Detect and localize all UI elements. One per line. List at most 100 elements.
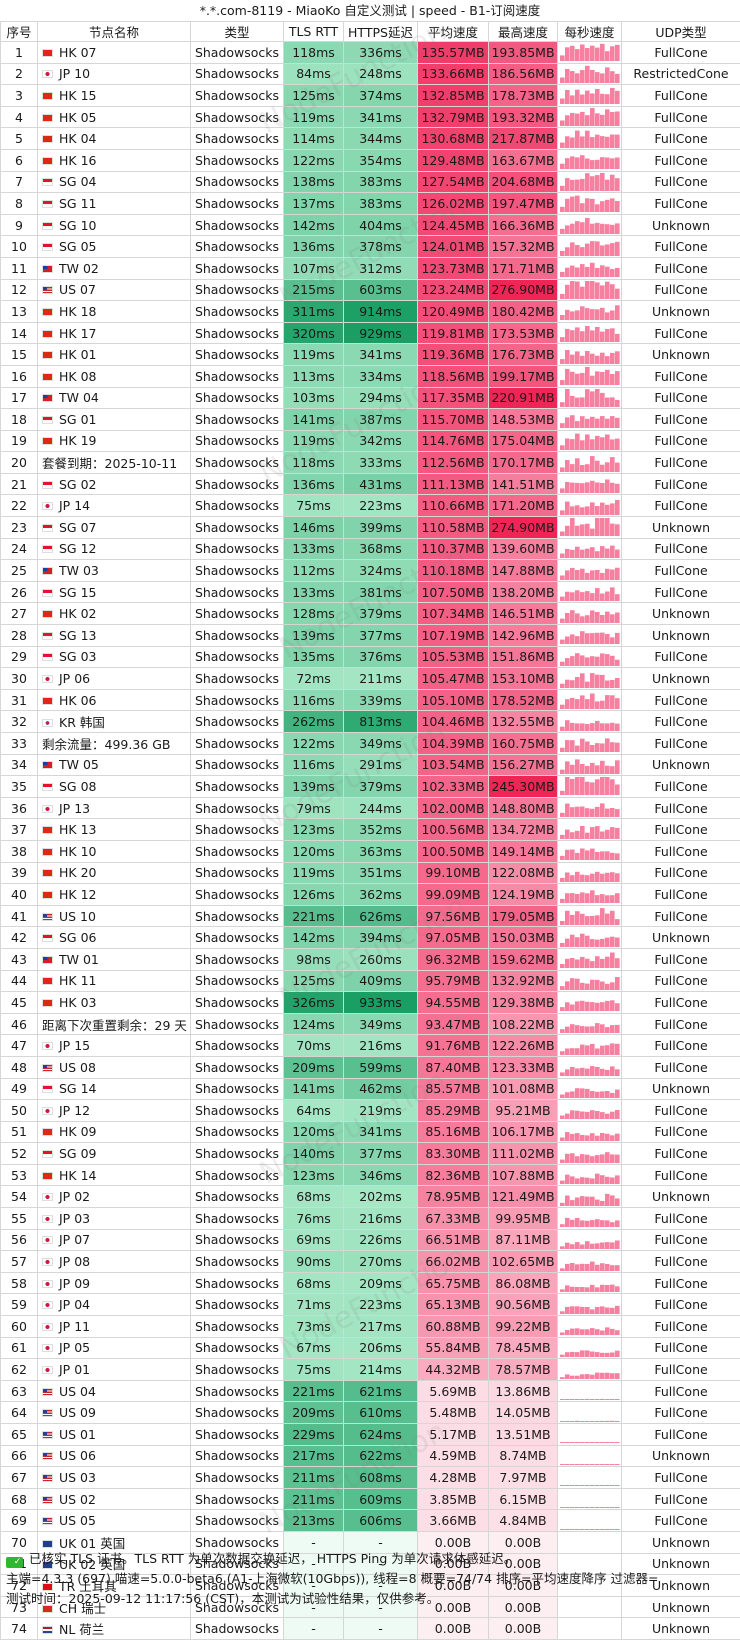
sparkline-bar: [570, 1244, 575, 1249]
avg-speed: 102.00MB: [418, 797, 489, 819]
sparkline-bar: [575, 894, 580, 903]
node-name: SG 14: [38, 1078, 191, 1100]
https-latency: 312ms: [344, 257, 418, 279]
sparkline-bar: [595, 588, 600, 601]
sparkline-bar: [585, 1027, 590, 1034]
per-second-speed: [558, 1013, 622, 1035]
sparkline-bar: [565, 69, 570, 83]
max-speed: 148.53MB: [489, 409, 558, 431]
sparkline-bar: [560, 99, 565, 105]
speed-sparkline: [560, 1296, 620, 1314]
node-name: TW 01: [38, 948, 191, 970]
sparkline-bar: [605, 200, 610, 212]
sparkline-bar: [565, 679, 570, 687]
sparkline-bar: [585, 281, 590, 299]
node-type: Shadowsocks: [191, 1337, 284, 1359]
https-latency: 202ms: [344, 1186, 418, 1208]
sparkline-bar: [615, 785, 620, 796]
sparkline-bar: [580, 957, 585, 968]
avg-speed: 124.45MB: [418, 214, 489, 236]
sparkline-bar: [590, 456, 595, 472]
sparkline-bar: [590, 1442, 595, 1443]
sparkline-bar: [610, 1135, 615, 1141]
max-speed: 245.30MB: [489, 776, 558, 798]
udp-type: FullCone: [622, 171, 740, 193]
max-speed: 108.22MB: [489, 1013, 558, 1035]
row-index: 42: [1, 927, 38, 949]
row-index: 36: [1, 797, 38, 819]
row-index: 74: [1, 1618, 38, 1640]
flag-sg-icon: [42, 416, 53, 424]
sparkline-bar: [595, 205, 600, 213]
max-speed: 180.42MB: [489, 301, 558, 323]
sparkline-bar: [565, 460, 570, 472]
sparkline-bar: [570, 1329, 575, 1335]
row-index: 46: [1, 1013, 38, 1035]
sparkline-bar: [605, 462, 610, 472]
udp-type: FullCone: [622, 42, 740, 64]
sparkline-bar: [585, 1002, 590, 1011]
sparkline-bar: [570, 281, 575, 299]
node-name-text: JP 12: [59, 1103, 90, 1118]
node-name: SG 05: [38, 236, 191, 258]
sparkline-bar: [605, 1242, 610, 1249]
per-second-speed: [558, 128, 622, 150]
sparkline-bar: [585, 199, 590, 213]
tls-rtt: 141ms: [284, 1078, 344, 1100]
sparkline-bar: [580, 373, 585, 385]
sparkline-bar: [600, 1242, 605, 1249]
per-second-speed: [558, 85, 622, 107]
sparkline-bar: [580, 331, 585, 342]
sparkline-bar: [560, 835, 565, 839]
node-type: Shadowsocks: [191, 884, 284, 906]
sparkline-bar: [570, 1464, 575, 1465]
sparkline-bar: [560, 662, 565, 666]
udp-type: FullCone: [622, 236, 740, 258]
node-name-text: US 08: [59, 1060, 96, 1075]
sparkline-bar: [575, 1485, 580, 1486]
node-name: JP 04: [38, 1294, 191, 1316]
speed-sparkline: [560, 216, 620, 234]
node-type: Shadowsocks: [191, 495, 284, 517]
udp-type: Unknown: [622, 1445, 740, 1467]
node-name-text: HK 06: [59, 693, 96, 708]
sparkline-bar: [600, 895, 605, 904]
sparkline-bar: [570, 1111, 575, 1120]
row-index: 54: [1, 1186, 38, 1208]
node-name-text: HK 09: [59, 1124, 96, 1139]
udp-type: FullCone: [622, 538, 740, 560]
sparkline-bar: [585, 699, 590, 709]
node-name: JP 01: [38, 1359, 191, 1381]
sparkline-bar: [610, 1043, 615, 1055]
header-https-latency: HTTPS延迟: [344, 22, 418, 42]
sparkline-bar: [585, 1089, 590, 1098]
sparkline-bar: [570, 137, 575, 148]
row-index: 64: [1, 1402, 38, 1424]
tls-rtt: 320ms: [284, 322, 344, 344]
header-avg-speed: 平均速度: [418, 22, 489, 42]
sparkline-bar: [570, 46, 575, 61]
node-type: Shadowsocks: [191, 63, 284, 85]
sparkline-bar: [615, 1331, 620, 1336]
sparkline-bar: [595, 765, 600, 774]
speed-sparkline: [560, 1015, 620, 1033]
max-speed: 150.03MB: [489, 927, 558, 949]
sparkline-bar: [575, 130, 580, 147]
sparkline-bar: [600, 115, 605, 126]
udp-type: FullCone: [622, 1208, 740, 1230]
node-name-text: US 06: [59, 1448, 96, 1463]
sparkline-bar: [565, 1421, 570, 1422]
sparkline-bar: [590, 1133, 595, 1141]
per-second-speed: [558, 992, 622, 1014]
sparkline-bar: [580, 568, 585, 579]
sparkline-bar: [605, 267, 610, 277]
node-name: JP 03: [38, 1208, 191, 1230]
sparkline-bar: [605, 419, 610, 428]
node-type: Shadowsocks: [191, 517, 284, 539]
speed-sparkline: [560, 583, 620, 601]
